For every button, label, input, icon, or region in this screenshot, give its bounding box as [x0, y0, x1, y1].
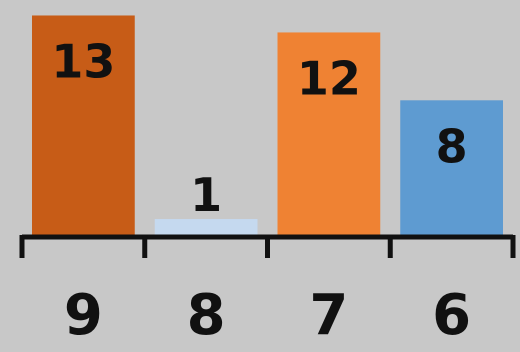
bar-7	[277, 32, 381, 236]
bar-8	[154, 219, 258, 236]
bars-group	[32, 15, 503, 237]
data-label-9: 13	[51, 34, 115, 88]
data-label-6: 8	[436, 119, 468, 173]
x-tick-label-8: 8	[187, 283, 226, 347]
data-label-8: 1	[190, 168, 222, 222]
x-tick-label-6: 6	[432, 283, 471, 347]
data-labels-group: 13 1 12 8	[51, 34, 467, 222]
bar-9	[32, 15, 135, 237]
x-tick-label-7: 7	[309, 283, 348, 347]
x-axis	[19, 234, 516, 258]
data-label-7: 12	[297, 51, 361, 105]
x-tick-labels-group: 9 8 7 6	[64, 283, 471, 348]
bar-6	[400, 100, 503, 236]
x-tick-label-9: 9	[64, 283, 103, 347]
